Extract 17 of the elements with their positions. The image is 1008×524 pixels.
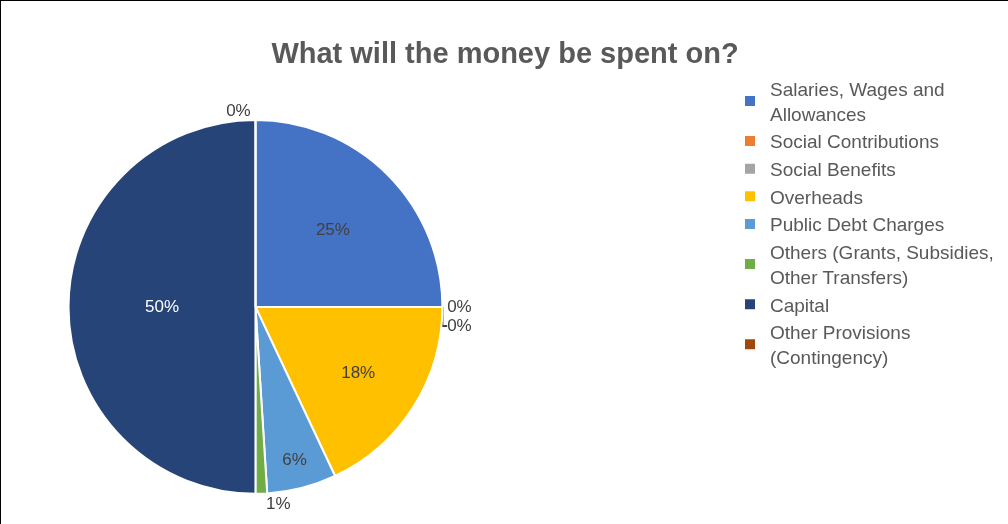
text: 0% xyxy=(447,297,472,317)
legend-label: Public Debt Charges xyxy=(770,214,945,236)
legend-label: Capital xyxy=(770,294,830,316)
legend-label: Social Benefits xyxy=(770,159,896,181)
legend-label: Social Contributions xyxy=(770,131,939,153)
text: 0% xyxy=(226,100,251,120)
chart-title: What will the money be spent on? xyxy=(271,37,739,70)
text: 0% xyxy=(447,316,472,336)
legend-label: Other Provisions (Contingency) xyxy=(770,322,911,368)
legend-label: Overheads xyxy=(770,186,863,208)
data-label: 18% xyxy=(341,362,376,382)
legend-label: Others (Grants, Subsidies, Other Transfers) xyxy=(770,242,994,288)
data-label: 50% xyxy=(144,297,180,317)
data-label: 6% xyxy=(282,449,307,469)
legend-label: Salaries, Wages and Allowances xyxy=(770,78,945,125)
data-label: 1% xyxy=(266,493,291,513)
data-label: 25% xyxy=(315,219,350,239)
